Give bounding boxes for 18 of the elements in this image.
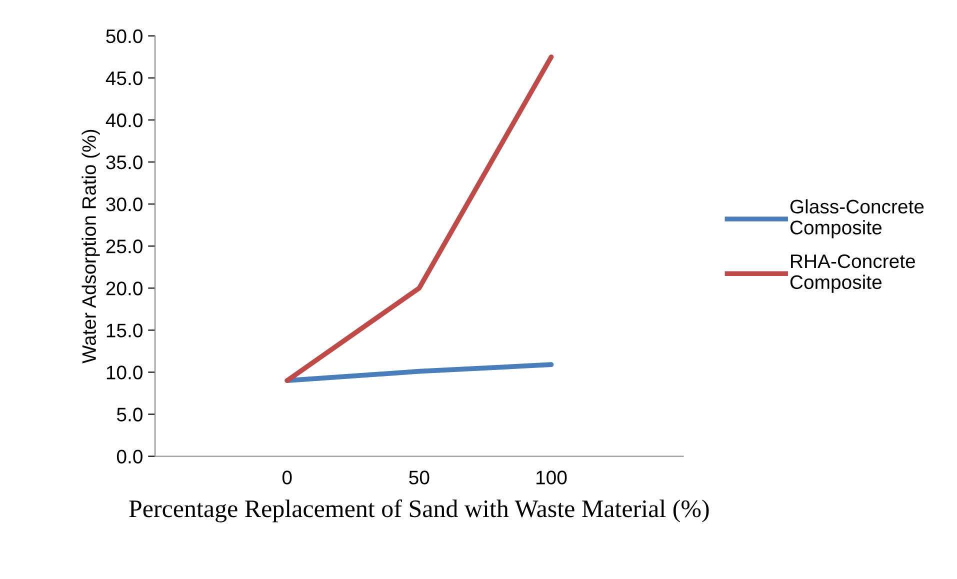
y-tick-label: 0.0 [116, 450, 142, 464]
y-tick-label: 10.0 [106, 366, 142, 380]
y-tick-label: 40.0 [106, 113, 142, 128]
y-tick-label: 5.0 [116, 408, 142, 422]
y-tick-label: 35.0 [106, 155, 142, 170]
y-tick-label: 20.0 [106, 282, 142, 296]
y-tick-label: 50.0 [106, 29, 142, 44]
y-tick-label: 30.0 [106, 198, 142, 212]
y-tick-label: 25.0 [106, 240, 142, 254]
legend-label: Glass-Concrete Composite [790, 199, 924, 238]
x-tick-label: 100 [536, 470, 567, 484]
x-axis-title: Percentage Replacement of Sand with Waste Material (%) [129, 499, 709, 522]
x-tick-label: 0 [282, 470, 292, 484]
y-tick-label: 45.0 [106, 71, 142, 86]
y-axis-title: Water Adsorption Ratio (%) [82, 130, 100, 364]
x-tick-label: 50 [409, 470, 430, 484]
legend-label: RHA-Concrete Composite [790, 254, 915, 293]
y-tick-label: 15.0 [106, 324, 142, 338]
